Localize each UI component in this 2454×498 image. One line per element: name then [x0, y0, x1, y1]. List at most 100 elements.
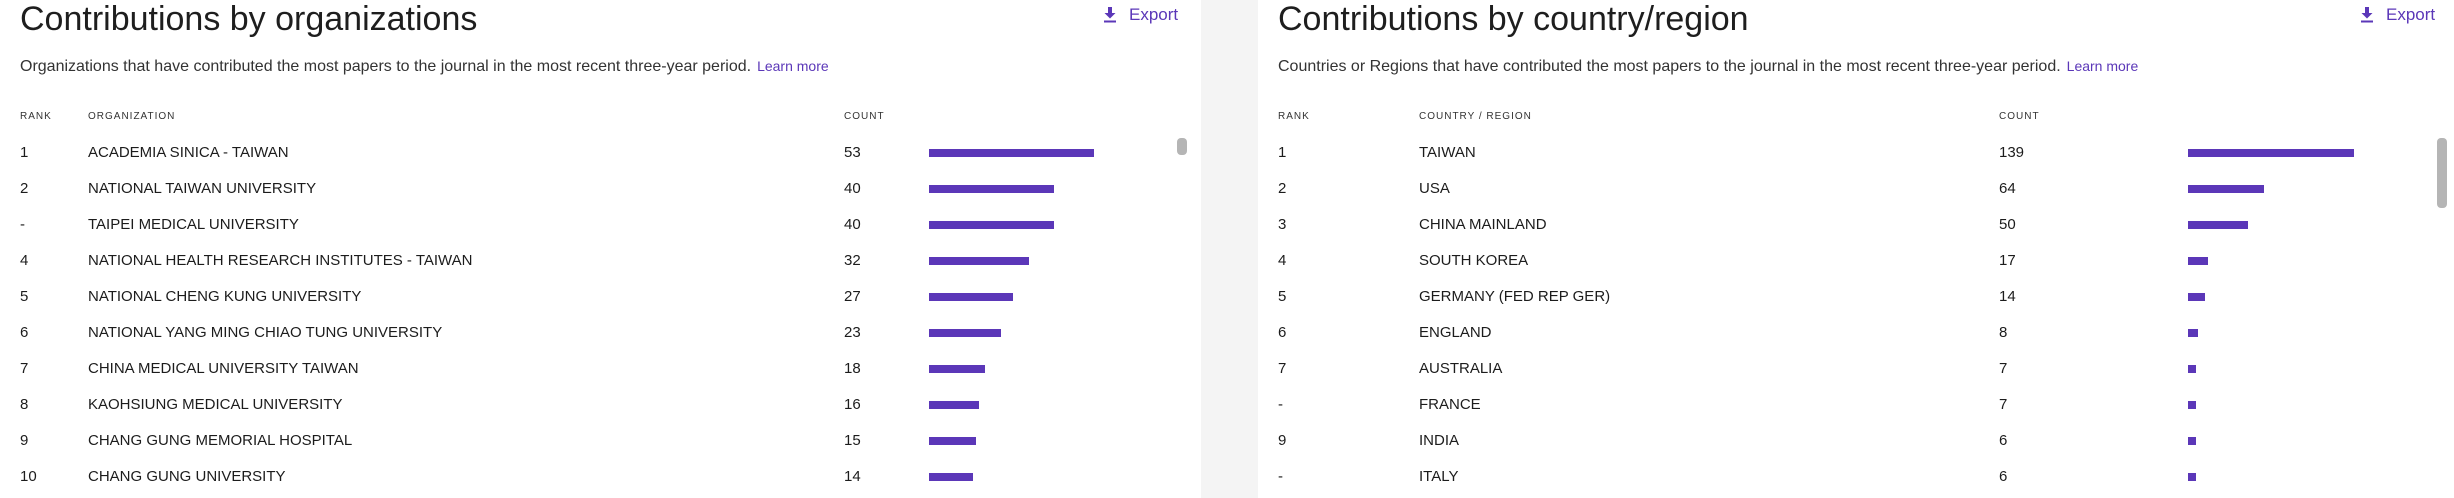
- country-count-bar: [2188, 221, 2248, 229]
- country-count: 6: [1999, 468, 2008, 485]
- country-table-row: 6 ENGLAND 8: [1258, 324, 2454, 360]
- organization-rank: 8: [20, 396, 29, 413]
- organization-name: NATIONAL CHENG KUNG UNIVERSITY: [88, 288, 362, 305]
- country-name: INDIA: [1419, 432, 1460, 449]
- organizations-scrollbar[interactable]: [1177, 138, 1187, 155]
- organization-table-row: 7 CHINA MEDICAL UNIVERSITY TAIWAN 18: [0, 360, 1201, 396]
- organization-count-bar: [929, 365, 986, 373]
- organization-table-row: 10 CHANG GUNG UNIVERSITY 14: [0, 468, 1201, 498]
- country-rank: 5: [1278, 288, 1287, 305]
- organization-name: TAIPEI MEDICAL UNIVERSITY: [88, 216, 299, 233]
- organization-count-bar: [929, 401, 979, 409]
- organizations-count-header: COUNT: [844, 111, 885, 122]
- country-table-row: 5 GERMANY (FED REP GER) 14: [1258, 288, 2454, 324]
- countries-export-button[interactable]: Export: [2360, 5, 2435, 25]
- country-count: 7: [1999, 396, 2008, 413]
- country-count-bar: [2188, 365, 2197, 373]
- countries-name-header: COUNTRY / REGION: [1419, 111, 1532, 122]
- country-name: USA: [1419, 180, 1450, 197]
- organization-name: CHANG GUNG UNIVERSITY: [88, 468, 286, 485]
- organization-rank: 9: [20, 432, 29, 449]
- country-table-row: 2 USA 64: [1258, 180, 2454, 216]
- download-icon: [2361, 7, 2373, 23]
- organization-count-bar: [929, 149, 1094, 157]
- countries-panel: Contributions by country/region Export C…: [1258, 0, 2454, 498]
- organization-count: 18: [844, 360, 861, 377]
- country-rank: 6: [1278, 324, 1287, 341]
- organization-count-bar: [929, 437, 976, 445]
- country-count: 8: [1999, 324, 2008, 341]
- organization-count: 53: [844, 144, 861, 161]
- country-count-bar: [2188, 149, 2354, 157]
- countries-count-header: COUNT: [1999, 111, 2040, 122]
- organizations-title: Contributions by organizations: [20, 0, 478, 38]
- organization-table-row: 9 CHANG GUNG MEMORIAL HOSPITAL 15: [0, 432, 1201, 468]
- country-name: TAIWAN: [1419, 144, 1476, 161]
- country-count-bar: [2188, 473, 2196, 481]
- country-name: GERMANY (FED REP GER): [1419, 288, 1611, 305]
- country-count-bar: [2188, 293, 2205, 301]
- countries-description: Countries or Regions that have contribut…: [1278, 58, 2138, 76]
- country-count: 50: [1999, 216, 2016, 233]
- country-table-row: 1 TAIWAN 139: [1258, 144, 2454, 180]
- organization-count: 40: [844, 180, 861, 197]
- country-rank: -: [1278, 396, 1283, 413]
- organization-rank: 5: [20, 288, 29, 305]
- countries-learn-more-link[interactable]: Learn more: [2066, 58, 2139, 74]
- organizations-export-label: Export: [1129, 5, 1179, 24]
- organization-rank: 4: [20, 252, 29, 269]
- country-table-row: 9 INDIA 6: [1258, 432, 2454, 468]
- country-name: AUSTRALIA: [1419, 360, 1503, 377]
- organization-count: 40: [844, 216, 861, 233]
- organization-name: CHANG GUNG MEMORIAL HOSPITAL: [88, 432, 353, 449]
- organization-count: 23: [844, 324, 861, 341]
- countries-scrollbar[interactable]: [2437, 138, 2447, 208]
- country-rank: 7: [1278, 360, 1287, 377]
- country-table-row: 4 SOUTH KOREA 17: [1258, 252, 2454, 288]
- organization-count: 16: [844, 396, 861, 413]
- country-rank: 9: [1278, 432, 1287, 449]
- countries-title: Contributions by country/region: [1278, 0, 1749, 38]
- organization-table-row: 1 ACADEMIA SINICA - TAIWAN 53: [0, 144, 1201, 180]
- country-rank: 3: [1278, 216, 1287, 233]
- organization-table-row: 6 NATIONAL YANG MING CHIAO TUNG UNIVERSIT…: [0, 324, 1201, 360]
- organization-table-row: 8 KAOHSIUNG MEDICAL UNIVERSITY 16: [0, 396, 1201, 432]
- organization-rank: 1: [20, 144, 29, 161]
- countries-description-text: Countries or Regions that have contribut…: [1278, 58, 2061, 75]
- countries-rank-header: RANK: [1278, 111, 1310, 122]
- country-rank: 1: [1278, 144, 1287, 161]
- organizations-learn-more-link[interactable]: Learn more: [757, 58, 829, 74]
- country-rank: 4: [1278, 252, 1287, 269]
- organization-count-bar: [929, 257, 1029, 265]
- country-table-row: 7 AUSTRALIA 7: [1258, 360, 2454, 396]
- country-name: CHINA MAINLAND: [1419, 216, 1547, 233]
- organization-count-bar: [929, 221, 1054, 229]
- country-count: 6: [1999, 432, 2008, 449]
- organizations-description-text: Organizations that have contributed the …: [20, 58, 752, 75]
- organizations-description: Organizations that have contributed the …: [20, 58, 829, 76]
- country-count-bar: [2188, 329, 2198, 337]
- organization-name: CHINA MEDICAL UNIVERSITY TAIWAN: [88, 360, 359, 377]
- organization-count: 32: [844, 252, 861, 269]
- organization-rank: 10: [20, 468, 37, 485]
- download-icon: [1104, 7, 1116, 23]
- organization-table-row: 5 NATIONAL CHENG KUNG UNIVERSITY 27: [0, 288, 1201, 324]
- country-name: FRANCE: [1419, 396, 1481, 413]
- country-rank: 2: [1278, 180, 1287, 197]
- organizations-export-button[interactable]: Export: [1103, 5, 1178, 25]
- organizations-panel: Contributions by organizations Export Or…: [0, 0, 1201, 498]
- organization-table-row: - TAIPEI MEDICAL UNIVERSITY 40: [0, 216, 1201, 252]
- organization-count: 27: [844, 288, 861, 305]
- organization-name: NATIONAL TAIWAN UNIVERSITY: [88, 180, 317, 197]
- organization-rank: 7: [20, 360, 29, 377]
- organization-count-bar: [929, 293, 1014, 301]
- organization-count: 15: [844, 432, 861, 449]
- countries-export-label: Export: [2386, 5, 2436, 24]
- organization-count-bar: [929, 185, 1054, 193]
- organization-name: KAOHSIUNG MEDICAL UNIVERSITY: [88, 396, 343, 413]
- organization-name: NATIONAL YANG MING CHIAO TUNG UNIVERSITY: [88, 324, 443, 341]
- organizations-name-header: ORGANIZATION: [88, 111, 176, 122]
- organization-count-bar: [929, 329, 1001, 337]
- organization-name: NATIONAL HEALTH RESEARCH INSTITUTES - TA…: [88, 252, 473, 269]
